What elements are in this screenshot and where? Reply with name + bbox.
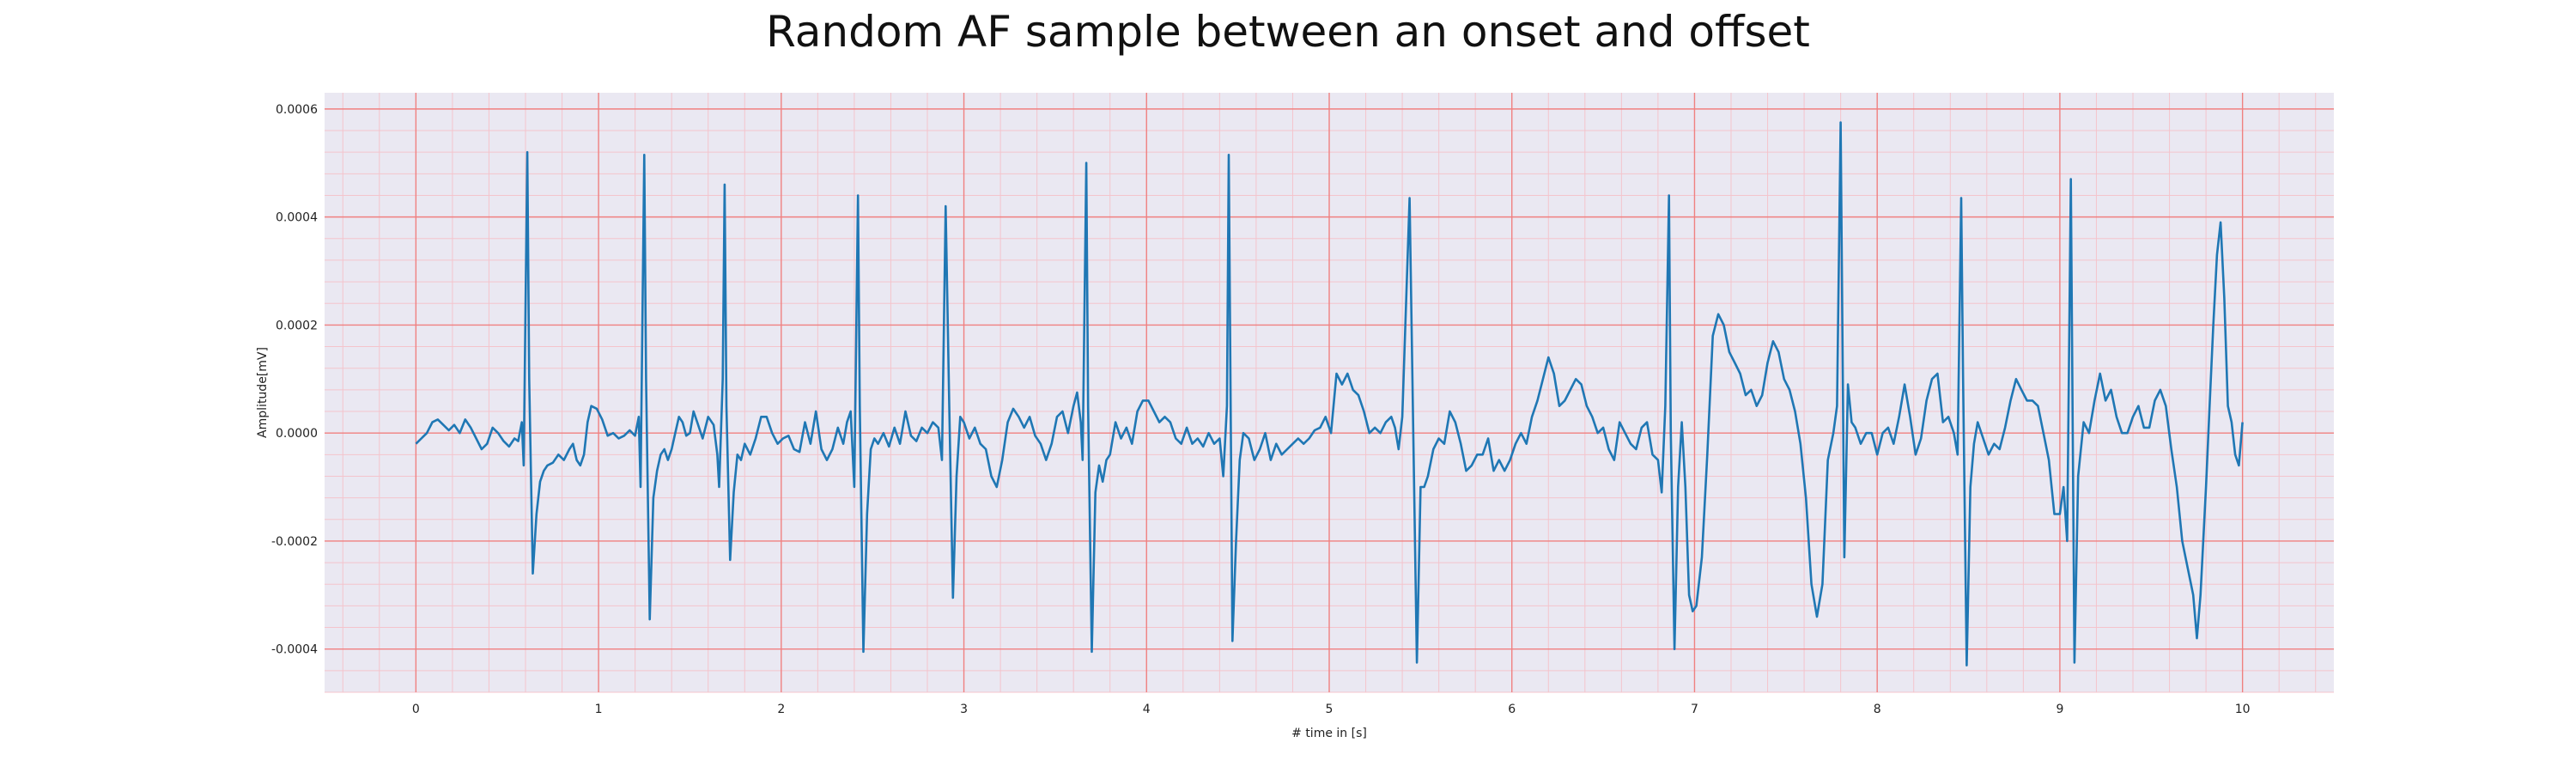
x-tick-label: 3	[960, 703, 968, 716]
series-line	[415, 121, 2244, 666]
y-tick-label: -0.0002	[271, 535, 318, 549]
x-tick-label: 6	[1508, 703, 1516, 716]
y-tick-label: 0.0002	[276, 319, 318, 332]
x-tick-label: 1	[595, 703, 603, 716]
chart-title: Random AF sample between an onset and of…	[766, 7, 1810, 57]
x-tick-label: 9	[2056, 703, 2063, 716]
x-tick-label: 8	[1874, 703, 1881, 716]
major-grid	[325, 93, 2334, 692]
x-tick-labels: 0 1 2 3 4 5 6 7 8 9 10	[412, 703, 2251, 716]
x-axis-label: # time in [s]	[1291, 727, 1367, 740]
y-tick-label: 0.0004	[276, 211, 318, 225]
y-tick-label: 0.0006	[276, 103, 318, 117]
x-tick-label: 4	[1143, 703, 1151, 716]
x-tick-label: 5	[1326, 703, 1334, 716]
y-tick-labels: -0.0004 -0.0002 0.0000 0.0002 0.0004 0.0006	[271, 103, 318, 657]
y-axis-label: Amplitude[mV]	[256, 347, 270, 438]
x-tick-label: 2	[777, 703, 785, 716]
x-tick-label: 7	[1691, 703, 1698, 716]
y-tick-label: 0.0000	[276, 427, 318, 441]
x-tick-label: 10	[2235, 703, 2251, 716]
y-tick-label: -0.0004	[271, 643, 318, 657]
x-tick-label: 0	[412, 703, 420, 716]
